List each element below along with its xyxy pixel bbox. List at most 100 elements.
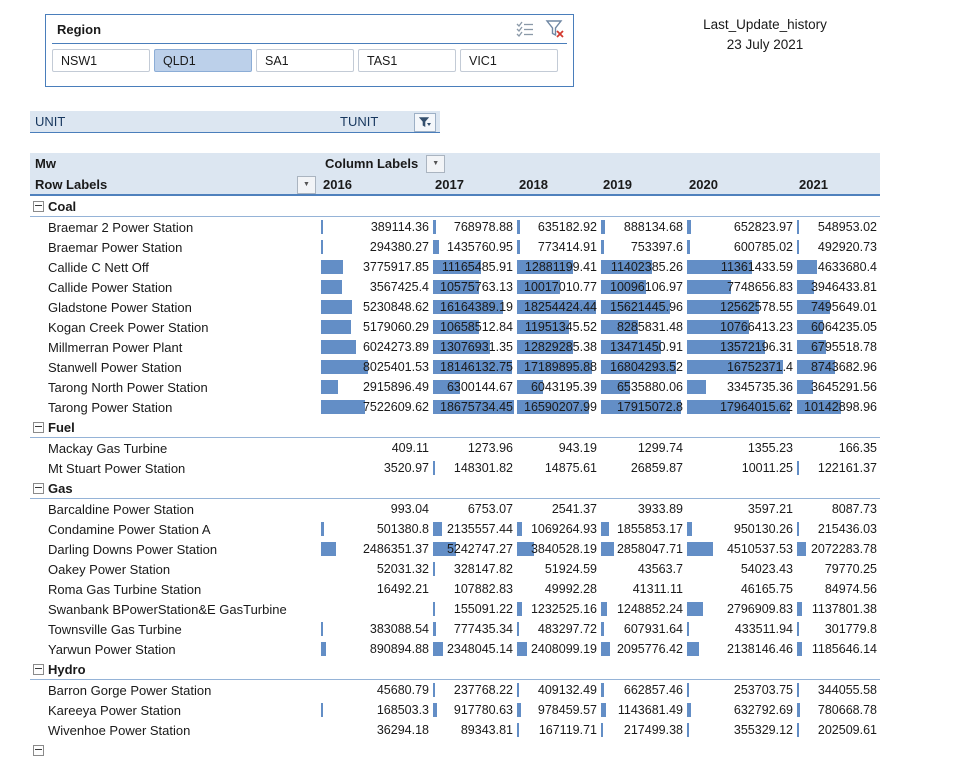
value-cell[interactable]: 1069264.93 — [516, 519, 600, 539]
value-cell[interactable]: 978459.57 — [516, 700, 600, 720]
value-cell[interactable]: 237768.22 — [432, 680, 516, 700]
year-column-header-2020[interactable]: 2020 — [689, 176, 718, 192]
value-cell[interactable]: 11951345.52 — [516, 317, 600, 337]
value-cell[interactable]: 10017010.77 — [516, 277, 600, 297]
value-cell[interactable]: 217499.38 — [600, 720, 686, 740]
value-cell[interactable]: 2915896.49 — [320, 377, 432, 397]
value-cell[interactable]: 635182.92 — [516, 217, 600, 237]
section-header-coal[interactable]: Coal — [30, 196, 880, 217]
value-cell[interactable]: 548953.02 — [796, 217, 880, 237]
value-cell[interactable]: 45680.79 — [320, 680, 432, 700]
row-label[interactable]: Barcaldine Power Station — [48, 501, 194, 517]
row-labels-dropdown-icon[interactable]: ▼ — [297, 175, 316, 194]
value-cell[interactable]: 253703.75 — [686, 680, 796, 700]
value-cell[interactable]: 492920.73 — [796, 237, 880, 257]
value-cell[interactable]: 51924.59 — [516, 559, 600, 579]
row-label[interactable]: Roma Gas Turbine Station — [48, 581, 202, 597]
year-column-header-2021[interactable]: 2021 — [799, 176, 828, 192]
value-cell[interactable]: 1232525.16 — [516, 599, 600, 619]
value-cell[interactable]: 15621445.96 — [600, 297, 686, 317]
value-cell[interactable]: 6043195.39 — [516, 377, 600, 397]
value-cell[interactable]: 768978.88 — [432, 217, 516, 237]
value-cell[interactable]: 780668.78 — [796, 700, 880, 720]
value-cell[interactable]: 17189895.88 — [516, 357, 600, 377]
value-cell[interactable]: 18254424.44 — [516, 297, 600, 317]
value-cell[interactable]: 36294.18 — [320, 720, 432, 740]
slicer-item-nsw1[interactable]: NSW1 — [52, 49, 150, 72]
value-cell[interactable]: 14875.61 — [516, 458, 600, 478]
row-label[interactable]: Barron Gorge Power Station — [48, 682, 212, 698]
filter-applied-icon[interactable] — [414, 113, 436, 132]
unit-field-label[interactable]: UNIT — [35, 114, 66, 129]
row-label[interactable]: Stanwell Power Station — [48, 359, 182, 375]
value-cell[interactable]: 107882.83 — [432, 579, 516, 599]
value-cell[interactable]: 79770.25 — [796, 559, 880, 579]
row-label[interactable]: Braemar Power Station — [48, 239, 183, 255]
value-cell[interactable]: 3645291.56 — [796, 377, 880, 397]
value-cell[interactable]: 6024273.89 — [320, 337, 432, 357]
value-cell[interactable]: 777435.34 — [432, 619, 516, 639]
value-cell[interactable]: 16164389.19 — [432, 297, 516, 317]
value-cell[interactable]: 4633680.4 — [796, 257, 880, 277]
row-label[interactable]: Condamine Power Station A — [48, 521, 211, 537]
value-cell[interactable]: 1299.74 — [600, 438, 686, 458]
year-column-header-2016[interactable]: 2016 — [323, 176, 352, 192]
value-cell[interactable]: 2348045.14 — [432, 639, 516, 659]
value-cell[interactable]: 294380.27 — [320, 237, 432, 257]
value-cell[interactable]: 890894.88 — [320, 639, 432, 659]
collapse-icon[interactable] — [33, 421, 44, 433]
row-label[interactable]: Mackay Gas Turbine — [48, 440, 168, 456]
row-label[interactable]: Braemar 2 Power Station — [48, 219, 194, 235]
row-label[interactable]: Kogan Creek Power Station — [48, 319, 209, 335]
value-cell[interactable]: 202509.61 — [796, 720, 880, 740]
value-cell[interactable]: 166.35 — [796, 438, 880, 458]
value-cell[interactable]: 89343.81 — [432, 720, 516, 740]
value-cell[interactable]: 122161.37 — [796, 458, 880, 478]
value-cell[interactable]: 1248852.24 — [600, 599, 686, 619]
slicer-item-tas1[interactable]: TAS1 — [358, 49, 456, 72]
clear-filter-icon[interactable] — [545, 20, 565, 38]
value-cell[interactable]: 433511.94 — [686, 619, 796, 639]
section-header-fuel[interactable]: Fuel — [30, 417, 880, 438]
row-label[interactable]: Millmerran Power Plant — [48, 339, 183, 355]
value-cell[interactable]: 10575763.13 — [432, 277, 516, 297]
collapse-icon[interactable] — [33, 482, 44, 494]
value-cell[interactable]: 3567425.4 — [320, 277, 432, 297]
value-cell[interactable]: 7522609.62 — [320, 397, 432, 417]
value-cell[interactable]: 4510537.53 — [686, 539, 796, 559]
row-label[interactable]: Townsville Gas Turbine — [48, 621, 182, 637]
value-cell[interactable]: 2796909.83 — [686, 599, 796, 619]
section-header-hydro[interactable]: Hydro — [30, 659, 880, 680]
row-label[interactable]: Wivenhoe Power Station — [48, 722, 191, 738]
value-cell[interactable]: 2408099.19 — [516, 639, 600, 659]
value-cell[interactable]: 652823.97 — [686, 217, 796, 237]
value-cell[interactable]: 355329.12 — [686, 720, 796, 740]
value-cell[interactable]: 2072283.78 — [796, 539, 880, 559]
value-cell[interactable]: 3840528.19 — [516, 539, 600, 559]
value-cell[interactable]: 6300144.67 — [432, 377, 516, 397]
value-cell[interactable]: 3946433.81 — [796, 277, 880, 297]
section-header-gas[interactable]: Gas — [30, 478, 880, 499]
value-cell[interactable]: 167119.71 — [516, 720, 600, 740]
row-label[interactable]: Gladstone Power Station — [48, 299, 192, 315]
row-label[interactable]: Callide C Nett Off — [48, 259, 149, 275]
value-cell[interactable]: 8743682.96 — [796, 357, 880, 377]
value-cell[interactable]: 5230848.62 — [320, 297, 432, 317]
value-cell[interactable]: 950130.26 — [686, 519, 796, 539]
column-labels-dropdown-icon[interactable]: ▼ — [426, 154, 446, 173]
value-cell[interactable]: 301779.8 — [796, 619, 880, 639]
value-cell[interactable]: 13076931.35 — [432, 337, 516, 357]
value-cell[interactable]: 49992.28 — [516, 579, 600, 599]
value-cell[interactable]: 328147.82 — [432, 559, 516, 579]
year-column-header-2018[interactable]: 2018 — [519, 176, 548, 192]
value-cell[interactable]: 11361433.59 — [686, 257, 796, 277]
tunit-field-label[interactable]: TUNIT — [340, 114, 379, 129]
row-label[interactable]: Swanbank BPowerStation&E GasTurbine — [48, 601, 287, 617]
value-cell[interactable]: 12562578.55 — [686, 297, 796, 317]
multi-select-icon[interactable] — [515, 20, 535, 38]
value-cell[interactable]: 41311.11 — [600, 579, 686, 599]
value-cell[interactable]: 8285831.48 — [600, 317, 686, 337]
value-cell[interactable]: 6795518.78 — [796, 337, 880, 357]
value-cell[interactable]: 10096106.97 — [600, 277, 686, 297]
value-cell[interactable]: 389114.36 — [320, 217, 432, 237]
